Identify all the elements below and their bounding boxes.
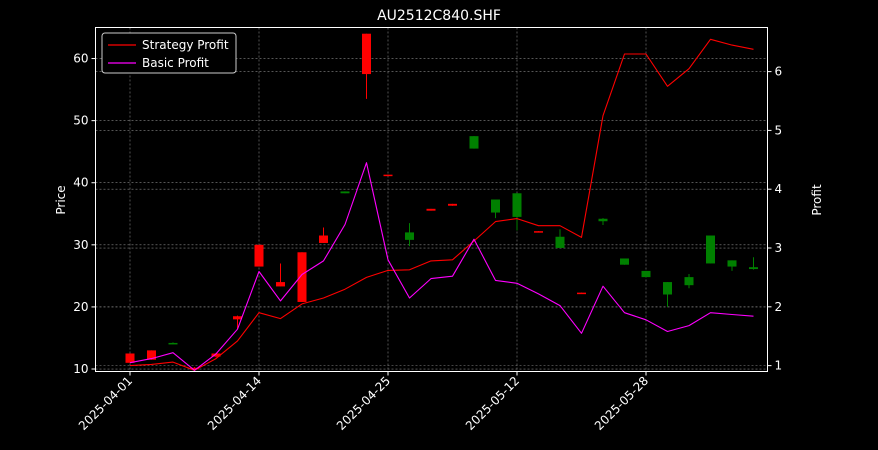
candle-body xyxy=(641,270,651,278)
series-line-basic-profit xyxy=(129,162,754,371)
y-tick-label-left: 10 xyxy=(73,362,88,376)
candle-body xyxy=(491,199,500,213)
candle-body xyxy=(577,292,586,295)
candle-body xyxy=(620,258,629,265)
y-tick-label-right: 1 xyxy=(775,359,783,373)
profit-lines xyxy=(129,38,754,371)
candle-body xyxy=(147,350,156,360)
candle-body xyxy=(319,235,328,243)
candle-body xyxy=(125,353,135,363)
y-tick-label-right: 6 xyxy=(775,65,783,79)
legend: Strategy Profit Basic Profit xyxy=(101,32,237,74)
candle-body xyxy=(383,174,393,177)
candlesticks xyxy=(125,33,758,371)
candle-body xyxy=(168,342,178,345)
candle-body xyxy=(254,244,264,267)
candle-body xyxy=(426,208,436,211)
candle-body xyxy=(555,236,565,248)
candle-body xyxy=(405,232,414,240)
candle-body xyxy=(448,203,457,206)
candle-body xyxy=(297,252,307,302)
candle-body xyxy=(706,235,715,264)
y-tick-label-left: 40 xyxy=(73,176,88,190)
candle-body xyxy=(340,191,350,194)
plot-frame xyxy=(95,27,768,372)
candle-body xyxy=(534,231,543,233)
y-tick-label-right: 5 xyxy=(775,123,783,137)
series-line-strategy-profit xyxy=(129,38,754,371)
candle-body xyxy=(663,282,672,295)
y-tick-label-left: 30 xyxy=(73,238,88,252)
y-tick-label-right: 3 xyxy=(775,241,783,255)
legend-label-strategy: Strategy Profit xyxy=(142,38,229,52)
candle-body xyxy=(190,367,199,370)
y-tick-label-right: 2 xyxy=(775,300,783,314)
candle-body xyxy=(362,33,371,75)
candle-body xyxy=(684,277,694,286)
y-tick-label-right: 4 xyxy=(775,182,783,196)
y-tick-label-left: 20 xyxy=(73,300,88,314)
y-axis-label-right: Profit xyxy=(810,184,824,216)
y-axis-label-left: Price xyxy=(54,185,68,214)
candle-body xyxy=(598,218,608,222)
y-tick-label-left: 60 xyxy=(73,52,88,66)
candle-body xyxy=(512,193,522,217)
candle-body xyxy=(727,260,737,267)
candle-body xyxy=(211,353,221,357)
candle-body xyxy=(276,282,285,287)
candle-body xyxy=(749,267,758,270)
chart-title: AU2512C840.SHF xyxy=(377,8,501,24)
y-tick-label-left: 50 xyxy=(73,114,88,128)
candle-body xyxy=(233,316,242,320)
legend-label-basic: Basic Profit xyxy=(142,56,209,70)
candle-body xyxy=(469,136,479,149)
